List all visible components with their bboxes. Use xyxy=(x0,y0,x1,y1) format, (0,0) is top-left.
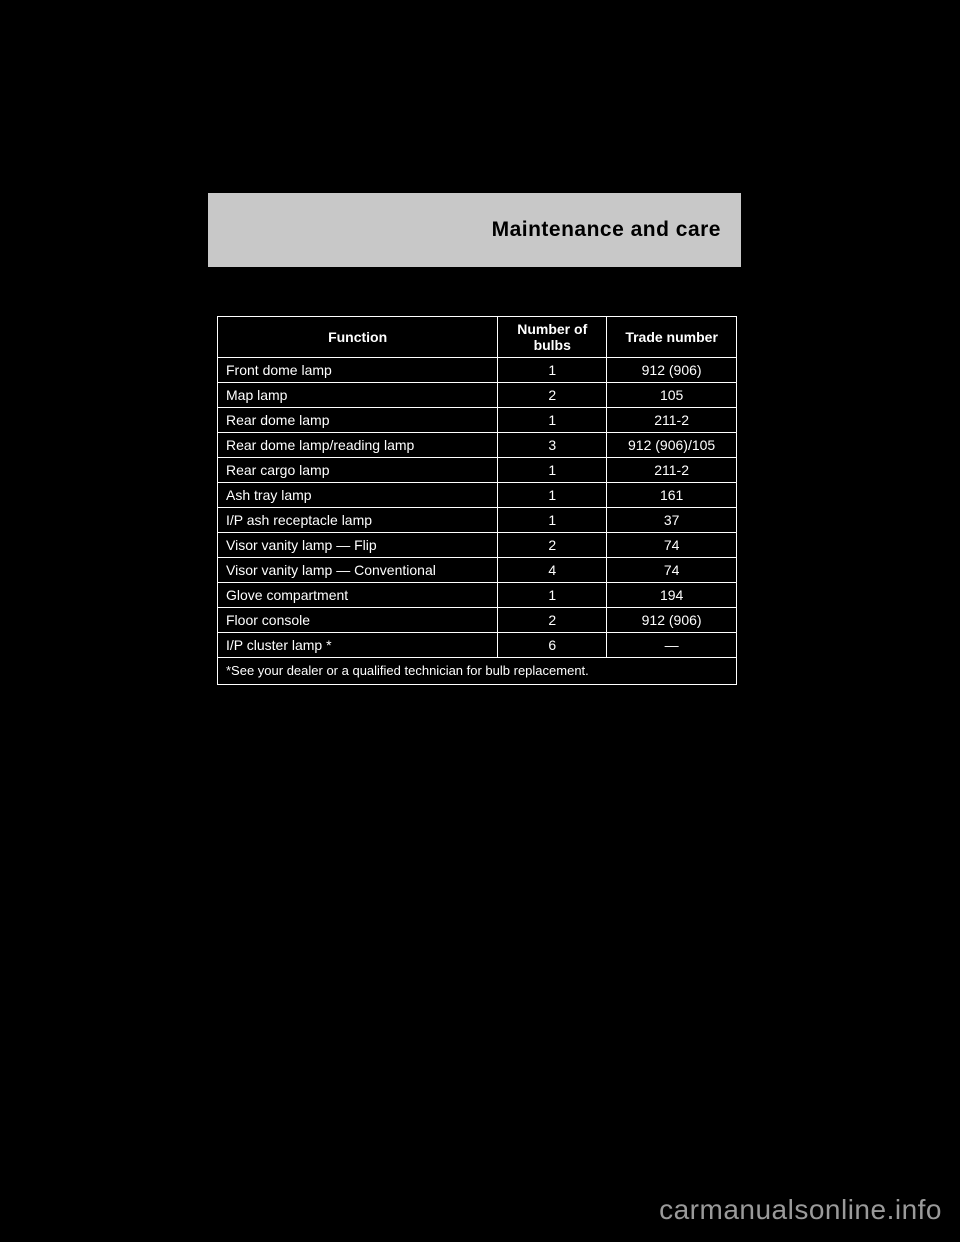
cell-number: 1 xyxy=(498,508,607,533)
cell-trade: 37 xyxy=(607,508,737,533)
cell-number: 4 xyxy=(498,558,607,583)
table-row: Front dome lamp 1 912 (906) xyxy=(218,358,737,383)
cell-number: 2 xyxy=(498,383,607,408)
cell-function: Rear dome lamp xyxy=(218,408,498,433)
cell-trade: — xyxy=(607,633,737,658)
table-row: Visor vanity lamp — Conventional 4 74 xyxy=(218,558,737,583)
page-header: Maintenance and care xyxy=(208,193,741,267)
cell-function: Rear dome lamp/reading lamp xyxy=(218,433,498,458)
table-row: I/P ash receptacle lamp 1 37 xyxy=(218,508,737,533)
cell-trade: 74 xyxy=(607,558,737,583)
cell-function: Glove compartment xyxy=(218,583,498,608)
cell-function: I/P ash receptacle lamp xyxy=(218,508,498,533)
cell-number: 6 xyxy=(498,633,607,658)
cell-function: Map lamp xyxy=(218,383,498,408)
cell-trade: 105 xyxy=(607,383,737,408)
cell-number: 2 xyxy=(498,608,607,633)
cell-trade: 211-2 xyxy=(607,408,737,433)
cell-number: 3 xyxy=(498,433,607,458)
table-footnote-row: *See your dealer or a qualified technici… xyxy=(218,658,737,685)
table-row: Map lamp 2 105 xyxy=(218,383,737,408)
cell-number: 1 xyxy=(498,483,607,508)
col-function: Function xyxy=(218,317,498,358)
col-trade: Trade number xyxy=(607,317,737,358)
cell-trade: 912 (906) xyxy=(607,358,737,383)
cell-function: Ash tray lamp xyxy=(218,483,498,508)
cell-number: 1 xyxy=(498,408,607,433)
table-footnote: *See your dealer or a qualified technici… xyxy=(218,658,737,685)
cell-function: Front dome lamp xyxy=(218,358,498,383)
col-number: Number of bulbs xyxy=(498,317,607,358)
table-row: Visor vanity lamp — Flip 2 74 xyxy=(218,533,737,558)
cell-trade: 194 xyxy=(607,583,737,608)
cell-number: 1 xyxy=(498,583,607,608)
table-row: Ash tray lamp 1 161 xyxy=(218,483,737,508)
table-header-row: Function Number of bulbs Trade number xyxy=(218,317,737,358)
bulb-table: Function Number of bulbs Trade number Fr… xyxy=(217,316,737,685)
cell-number: 2 xyxy=(498,533,607,558)
table-row: I/P cluster lamp * 6 — xyxy=(218,633,737,658)
table-row: Rear dome lamp/reading lamp 3 912 (906)/… xyxy=(218,433,737,458)
table-row: Rear dome lamp 1 211-2 xyxy=(218,408,737,433)
cell-number: 1 xyxy=(498,358,607,383)
cell-function: Visor vanity lamp — Conventional xyxy=(218,558,498,583)
cell-function: Visor vanity lamp — Flip xyxy=(218,533,498,558)
table-row: Floor console 2 912 (906) xyxy=(218,608,737,633)
intro-text: Interior bulbs xyxy=(217,288,737,307)
table-body: Front dome lamp 1 912 (906) Map lamp 2 1… xyxy=(218,358,737,685)
cell-function: Floor console xyxy=(218,608,498,633)
cell-number: 1 xyxy=(498,458,607,483)
cell-function: Rear cargo lamp xyxy=(218,458,498,483)
cell-trade: 912 (906) xyxy=(607,608,737,633)
table-row: Glove compartment 1 194 xyxy=(218,583,737,608)
watermark-text: carmanualsonline.info xyxy=(659,1194,942,1226)
page-number: 215 xyxy=(700,1050,723,1066)
table-header: Function Number of bulbs Trade number xyxy=(218,317,737,358)
cell-trade: 912 (906)/105 xyxy=(607,433,737,458)
cell-trade: 74 xyxy=(607,533,737,558)
page-title: Maintenance and care xyxy=(492,218,721,242)
cell-trade: 161 xyxy=(607,483,737,508)
table-row: Rear cargo lamp 1 211-2 xyxy=(218,458,737,483)
cell-trade: 211-2 xyxy=(607,458,737,483)
cell-function: I/P cluster lamp * xyxy=(218,633,498,658)
